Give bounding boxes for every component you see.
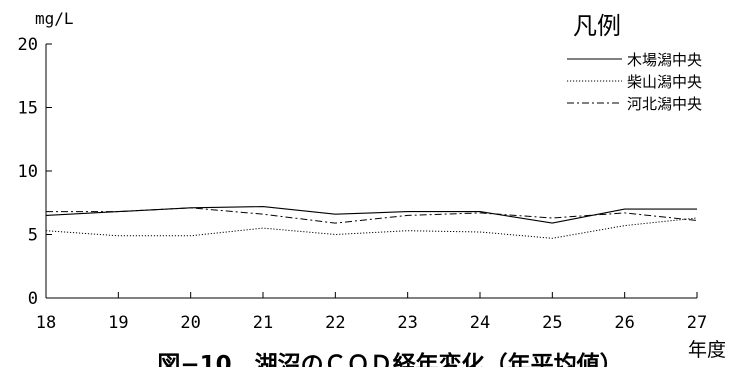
x-tick-label: 26 bbox=[614, 313, 634, 333]
y-tick-label: 10 bbox=[18, 162, 38, 182]
x-tick-label: 20 bbox=[180, 313, 200, 333]
y-tick-label: 5 bbox=[28, 226, 38, 246]
legend-label-2: 柴山潟中央 bbox=[627, 73, 702, 91]
x-tick-label: 19 bbox=[108, 313, 128, 333]
y-tick-label: 15 bbox=[18, 99, 38, 119]
x-tick-label: 25 bbox=[542, 313, 562, 333]
x-tick-label: 22 bbox=[325, 313, 345, 333]
y-axis-unit-label: mg/L bbox=[35, 9, 74, 28]
series-line-2 bbox=[45, 217, 698, 239]
y-tick-label: 0 bbox=[28, 289, 38, 309]
y-tick-label: 20 bbox=[18, 35, 38, 55]
axes bbox=[45, 43, 698, 299]
x-axis-label: 年度 bbox=[688, 339, 726, 361]
tick-labels: 0 5 10 15 20 18 19 20 21 22 23 24 25 26 27 bbox=[18, 35, 708, 333]
x-tick-label: 27 bbox=[687, 313, 707, 333]
chart-title: 図−10 湖沼のＣＯＤ経年変化（年平均値） bbox=[157, 351, 622, 367]
x-tick-label: 21 bbox=[253, 313, 273, 333]
series-line-3 bbox=[46, 207, 698, 224]
series-lines bbox=[45, 206, 698, 239]
x-tick-label: 23 bbox=[397, 313, 417, 333]
legend-label-3: 河北潟中央 bbox=[627, 95, 702, 113]
x-tick-label: 18 bbox=[36, 313, 56, 333]
legend-title: 凡例 bbox=[573, 12, 621, 40]
x-tick-label: 24 bbox=[470, 313, 490, 333]
legend-label-1: 木場潟中央 bbox=[627, 51, 702, 69]
